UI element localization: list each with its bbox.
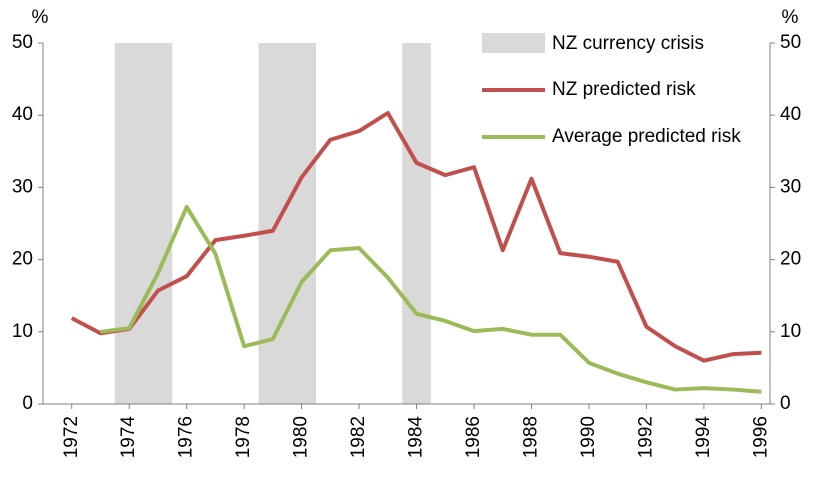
legend-swatch xyxy=(482,33,545,53)
x-tick-label: 1972 xyxy=(61,416,82,458)
legend-label: Average predicted risk xyxy=(552,126,741,147)
y2-tick-label: 20 xyxy=(780,249,801,270)
shaded-period xyxy=(114,43,173,404)
x-tick-label: 1976 xyxy=(176,416,197,458)
y2-tick-label: 30 xyxy=(780,176,801,197)
series-line xyxy=(70,111,762,363)
y2-tick-label: 10 xyxy=(780,321,801,342)
x-tick-label: 1992 xyxy=(635,416,656,458)
shaded-period xyxy=(402,43,431,404)
y-tick-label: 10 xyxy=(12,321,33,342)
x-tick-label: 1982 xyxy=(348,416,369,458)
x-tick-label: 1984 xyxy=(406,416,427,459)
x-tick-label: 1990 xyxy=(578,416,599,458)
y-tick-label: 40 xyxy=(12,104,33,125)
y-unit-left: % xyxy=(32,7,49,28)
y2-tick-label: 0 xyxy=(780,393,791,414)
x-tick-label: 1996 xyxy=(750,416,771,458)
x-tick-label: 1986 xyxy=(463,416,484,458)
y2-tick-label: 50 xyxy=(780,32,801,53)
x-tick-label: 1978 xyxy=(233,416,254,458)
y2-tick-label: 40 xyxy=(780,104,801,125)
legend-label: NZ predicted risk xyxy=(552,79,696,100)
x-tick-label: 1980 xyxy=(291,416,312,458)
y-unit-right: % xyxy=(782,7,799,28)
y-tick-label: 30 xyxy=(12,176,33,197)
legend-label: NZ currency crisis xyxy=(552,33,704,54)
shaded-period xyxy=(258,43,316,404)
y-tick-label: 50 xyxy=(12,32,33,53)
series-line xyxy=(100,204,762,394)
x-tick-label: 1974 xyxy=(118,416,139,459)
x-tick-label: 1988 xyxy=(521,416,542,458)
y-tick-label: 20 xyxy=(12,249,33,270)
y-tick-label: 0 xyxy=(22,393,33,414)
x-tick-label: 1994 xyxy=(693,416,714,459)
